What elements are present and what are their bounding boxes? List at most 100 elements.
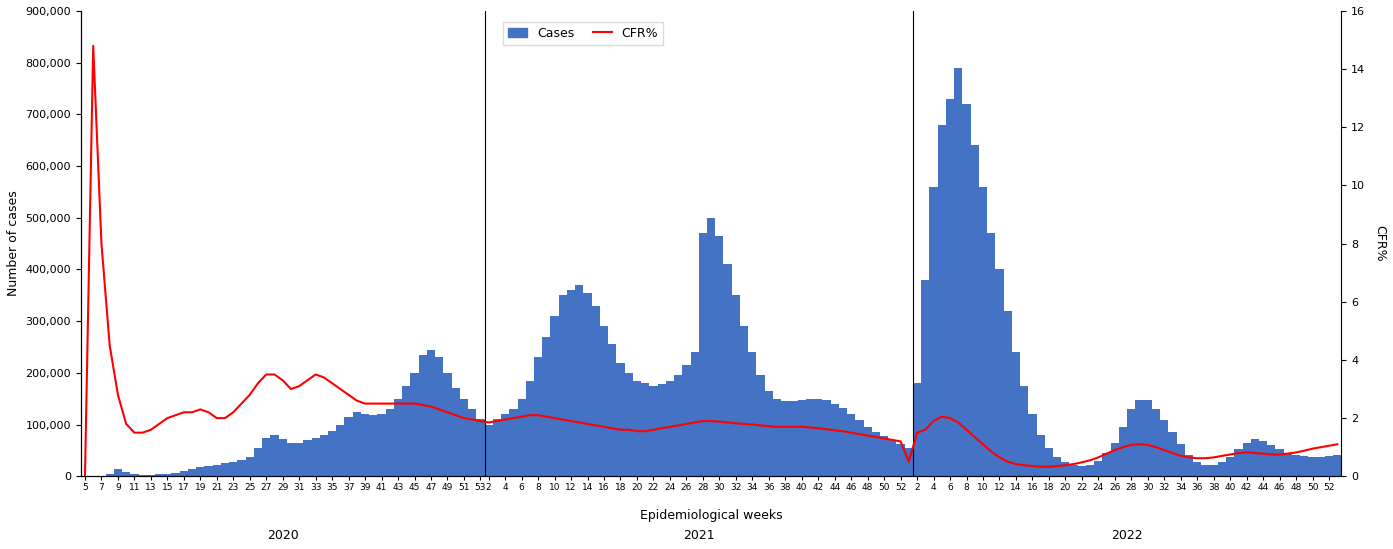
Text: 2022: 2022: [1112, 529, 1144, 542]
Bar: [1078, 466, 1087, 477]
Text: 2020: 2020: [267, 529, 298, 542]
Bar: [666, 380, 674, 477]
Bar: [228, 462, 237, 477]
Bar: [632, 380, 641, 477]
Bar: [731, 295, 740, 477]
Bar: [641, 383, 649, 477]
Bar: [171, 473, 180, 477]
Bar: [1217, 462, 1226, 477]
Bar: [748, 352, 756, 477]
Bar: [1185, 455, 1192, 477]
Bar: [609, 344, 616, 477]
Bar: [1316, 457, 1325, 477]
Bar: [386, 409, 394, 477]
Bar: [1300, 456, 1308, 477]
Bar: [790, 401, 798, 477]
Bar: [1070, 465, 1078, 477]
Bar: [674, 376, 683, 477]
Bar: [1177, 444, 1185, 477]
Bar: [205, 466, 213, 477]
Bar: [146, 475, 155, 477]
Bar: [740, 326, 748, 477]
Bar: [1135, 400, 1144, 477]
Bar: [592, 306, 600, 477]
Bar: [419, 355, 426, 477]
Bar: [921, 280, 929, 477]
Bar: [1169, 432, 1177, 477]
Bar: [1192, 462, 1201, 477]
Bar: [510, 409, 518, 477]
Bar: [378, 414, 386, 477]
Bar: [451, 388, 460, 477]
Bar: [616, 362, 624, 477]
Bar: [723, 264, 731, 477]
Bar: [1268, 445, 1276, 477]
Bar: [897, 444, 904, 477]
Bar: [1152, 409, 1160, 477]
Bar: [403, 386, 411, 477]
Bar: [131, 474, 138, 477]
Bar: [872, 432, 880, 477]
Bar: [1251, 439, 1259, 477]
Bar: [683, 365, 691, 477]
Bar: [534, 357, 542, 477]
Bar: [344, 417, 352, 477]
Bar: [1095, 461, 1102, 477]
Bar: [937, 125, 946, 477]
Bar: [996, 270, 1003, 477]
Bar: [312, 438, 320, 477]
Bar: [756, 376, 765, 477]
Bar: [287, 442, 295, 477]
Bar: [988, 233, 996, 477]
Bar: [501, 414, 510, 477]
Y-axis label: Number of cases: Number of cases: [7, 191, 20, 296]
Bar: [295, 442, 304, 477]
Bar: [114, 468, 123, 477]
Bar: [369, 415, 378, 477]
Bar: [1234, 450, 1243, 477]
Bar: [196, 467, 205, 477]
Bar: [476, 419, 485, 477]
Bar: [657, 384, 666, 477]
Bar: [1061, 462, 1070, 477]
Bar: [138, 475, 146, 477]
Bar: [468, 409, 476, 477]
Bar: [237, 460, 245, 477]
Bar: [155, 474, 163, 477]
Bar: [1276, 450, 1284, 477]
Bar: [320, 435, 327, 477]
Bar: [649, 386, 657, 477]
Bar: [352, 412, 361, 477]
Bar: [971, 145, 979, 477]
X-axis label: Epidemiological weeks: Epidemiological weeks: [639, 509, 783, 522]
Bar: [1259, 441, 1268, 477]
Bar: [336, 424, 344, 477]
Bar: [279, 439, 287, 477]
Bar: [213, 465, 221, 477]
Bar: [188, 468, 196, 477]
Bar: [180, 471, 188, 477]
Bar: [559, 295, 567, 477]
Bar: [1160, 421, 1169, 477]
Bar: [1209, 465, 1217, 477]
Bar: [864, 427, 872, 477]
Bar: [954, 68, 963, 477]
Bar: [904, 448, 912, 477]
Bar: [880, 436, 889, 477]
Bar: [946, 99, 954, 477]
Bar: [814, 399, 822, 477]
Bar: [575, 285, 584, 477]
Bar: [443, 373, 451, 477]
Legend: Cases, CFR%: Cases, CFR%: [503, 22, 663, 45]
Bar: [221, 463, 228, 477]
Bar: [847, 414, 855, 477]
Bar: [1226, 457, 1234, 477]
Bar: [493, 419, 501, 477]
Bar: [584, 293, 592, 477]
Bar: [773, 399, 781, 477]
Bar: [1243, 442, 1251, 477]
Bar: [1045, 448, 1053, 477]
Bar: [807, 399, 814, 477]
Bar: [798, 400, 807, 477]
Bar: [699, 233, 708, 477]
